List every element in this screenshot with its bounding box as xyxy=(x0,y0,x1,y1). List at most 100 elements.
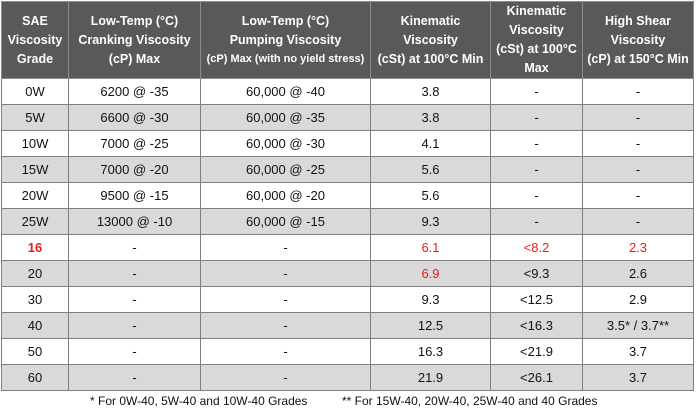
table-cell: - xyxy=(582,104,694,131)
table-row: 30- -9.3 <12.5 2.9 xyxy=(1,286,694,313)
header-line: Low-Temp (°C) xyxy=(90,13,179,28)
table-cell: 9500 @ -15 xyxy=(68,182,201,209)
table-cell: - xyxy=(68,234,201,261)
table-cell: - xyxy=(582,182,694,209)
table-cell: 5.6 xyxy=(370,182,491,209)
footnote: ** For 15W-40, 20W-40, 25W-40 and 40 Gra… xyxy=(342,394,598,408)
header-line: Viscosity xyxy=(509,23,564,37)
table-cell: - xyxy=(68,286,201,313)
header-row: SAE Viscosity Grade Low-Temp (°C) Cranking V… xyxy=(1,1,694,79)
table-cell: 5.6 xyxy=(370,156,491,183)
table-row: 16- -6.1 <8.2 2.3 xyxy=(1,234,694,261)
table-cell: 4.1 xyxy=(370,130,491,157)
table-cell: 3.8 xyxy=(370,104,491,131)
table-cell: - xyxy=(582,156,694,183)
table-cell: 25W xyxy=(1,208,69,235)
table-cell: 10W xyxy=(1,130,69,157)
header-line: SAE xyxy=(22,13,48,28)
table-cell: 9.3 xyxy=(370,286,491,313)
table-row: 10W 7000 @ -25 60,000 @ -30 4.1- - xyxy=(1,130,694,157)
table-cell: 16.3 xyxy=(370,338,491,365)
header-line: (cP) Max xyxy=(108,51,161,66)
header-line: (cP) at 150°C Min xyxy=(587,51,689,66)
header-line: Viscosity xyxy=(610,32,666,47)
table-cell: - xyxy=(200,364,371,391)
table-cell: 30 xyxy=(1,286,69,313)
header-line: Kinematic xyxy=(506,4,567,18)
table-cell: 7000 @ -20 xyxy=(68,156,201,183)
table-cell: 40 xyxy=(1,312,69,339)
header-line: Kinematic xyxy=(400,13,461,28)
table-cell: 16 xyxy=(1,234,69,261)
table-row: 40- -12.5 <16.3 3.5* / 3.7** xyxy=(1,312,694,339)
table-cell: 60 xyxy=(1,364,69,391)
table-cell: 2.3 xyxy=(582,234,694,261)
table-row: 20- -6.9 <9.3 2.6 xyxy=(1,260,694,287)
table-cell: 60,000 @ -20 xyxy=(200,182,371,209)
table-cell: - xyxy=(490,78,583,105)
table-cell: - xyxy=(68,338,201,365)
table-cell: - xyxy=(490,208,583,235)
table-cell: 20W xyxy=(1,182,69,209)
table-cell: 60,000 @ -40 xyxy=(200,78,371,105)
table-cell: - xyxy=(68,364,201,391)
table-cell: - xyxy=(200,338,371,365)
table-cell: - xyxy=(490,156,583,183)
table-cell: <21.9 xyxy=(490,338,583,365)
table-row: 25W 13000 @ -10 60,000 @ -15 9.3- - xyxy=(1,208,694,235)
table-cell: 20 xyxy=(1,260,69,287)
table-cell: 0W xyxy=(1,78,69,105)
table-row: 5W 6600 @ -30 60,000 @ -35 3.8- - xyxy=(1,104,694,131)
table-cell: 15W xyxy=(1,156,69,183)
table-cell: 2.6 xyxy=(582,260,694,287)
table-row: 15W 7000 @ -20 60,000 @ -25 5.6- - xyxy=(1,156,694,183)
table-cell: 3.5* / 3.7** xyxy=(582,312,694,339)
table-cell: 6.9 xyxy=(370,260,491,287)
table-body: 0W 6200 @ -35 60,000 @ -40 3.8- -5W 6600 @ -3… xyxy=(1,78,694,391)
header-cell: Low-Temp (°C) Pumping Viscosity (cP) Max (… xyxy=(200,1,371,79)
header-line: (cP) Max (with no yield stress) xyxy=(206,52,365,65)
header-cell: Kinematic Viscosity (cSt) at 100°C Min xyxy=(370,1,491,79)
table-cell: 2.9 xyxy=(582,286,694,313)
table-cell: 60,000 @ -15 xyxy=(200,208,371,235)
table-cell: - xyxy=(490,182,583,209)
header-cell: Kinematic Viscosity (cSt) at 100°C Max xyxy=(490,1,583,79)
table-cell: 6.1 xyxy=(370,234,491,261)
header-line: Grade xyxy=(16,51,54,66)
table-cell: <9.3 xyxy=(490,260,583,287)
table-row: 50- -16.3 <21.9 3.7 xyxy=(1,338,694,365)
table-cell: <12.5 xyxy=(490,286,583,313)
footnote: * For 0W-40, 5W-40 and 10W-40 Grades xyxy=(90,394,308,408)
header-line: High Shear xyxy=(605,13,671,28)
table-cell: <8.2 xyxy=(490,234,583,261)
table-cell: 5W xyxy=(1,104,69,131)
table-cell: 60,000 @ -35 xyxy=(200,104,371,131)
table-cell: - xyxy=(68,260,201,287)
header-line: Pumping Viscosity xyxy=(229,32,342,47)
header-line: Viscosity xyxy=(403,32,458,47)
table-cell: - xyxy=(200,286,371,313)
header-line: (cSt) at 100°C Min xyxy=(377,51,484,66)
table-cell: 13000 @ -10 xyxy=(68,208,201,235)
table-cell: 60,000 @ -30 xyxy=(200,130,371,157)
header-cell: Low-Temp (°C) Cranking Viscosity (cP) Max xyxy=(68,1,201,79)
table-cell: - xyxy=(582,208,694,235)
header-line: Cranking Viscosity xyxy=(78,32,191,47)
table-cell: - xyxy=(490,130,583,157)
table-cell: 6200 @ -35 xyxy=(68,78,201,105)
table-cell: 12.5 xyxy=(370,312,491,339)
table-cell: - xyxy=(200,234,371,261)
table-cell: 50 xyxy=(1,338,69,365)
table-cell: - xyxy=(68,312,201,339)
header-line: (cSt) at 100°C Max xyxy=(496,42,577,75)
table-cell: 3.7 xyxy=(582,364,694,391)
header-cell: SAE Viscosity Grade xyxy=(1,1,69,79)
table-cell: - xyxy=(200,260,371,287)
table-cell: 3.7 xyxy=(582,338,694,365)
table-row: 0W 6200 @ -35 60,000 @ -40 3.8- - xyxy=(1,78,694,105)
table-cell: - xyxy=(200,312,371,339)
table-cell: - xyxy=(582,130,694,157)
table-row: 60- -21.9 <26.1 3.7 xyxy=(1,364,694,391)
table-cell: 6600 @ -30 xyxy=(68,104,201,131)
